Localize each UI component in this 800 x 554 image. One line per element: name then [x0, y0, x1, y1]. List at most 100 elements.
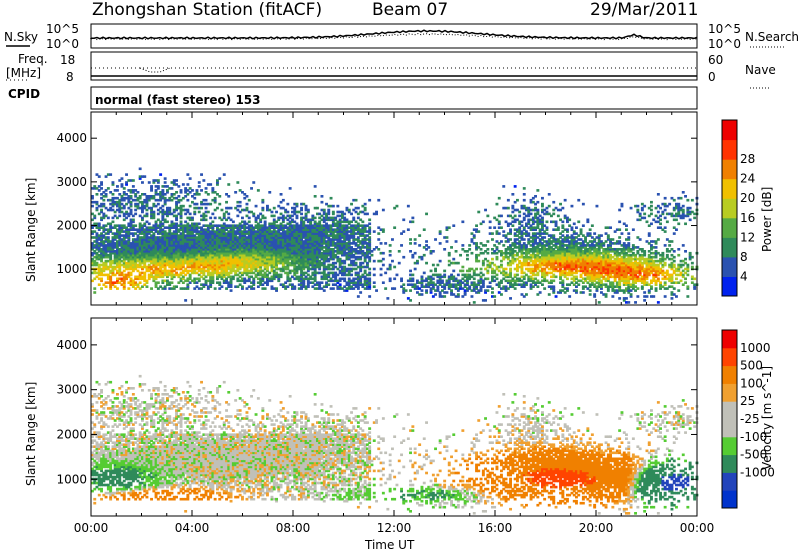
range-gate-cell — [300, 267, 303, 271]
range-gate-cell — [131, 285, 135, 288]
range-gate-cell — [134, 248, 138, 251]
range-gate-cell — [241, 287, 244, 290]
range-gate-cell — [202, 257, 206, 261]
range-gate-cell — [291, 285, 294, 288]
range-gate-cell — [327, 253, 331, 257]
range-gate-cell — [175, 271, 178, 275]
range-gate-cell — [520, 285, 524, 288]
range-gate-cell — [102, 216, 106, 220]
range-gate-cell — [104, 246, 108, 249]
range-gate-cell — [152, 210, 156, 214]
range-gate-cell — [236, 248, 240, 251]
range-gate-cell — [311, 240, 315, 243]
range-gate-cell — [350, 259, 353, 263]
range-gate-cell — [491, 267, 494, 271]
range-gate-cell — [304, 251, 308, 255]
range-gate-cell — [306, 279, 310, 283]
range-gate-cell — [536, 263, 540, 267]
range-gate-cell — [529, 212, 533, 216]
range-gate-cell — [145, 285, 149, 288]
range-gate-cell — [441, 275, 444, 279]
range-gate-cell — [266, 244, 269, 247]
range-gate-cell — [179, 240, 183, 243]
range-gate-cell — [172, 263, 176, 267]
range-gate-cell — [477, 283, 481, 286]
range-gate-cell — [95, 202, 99, 206]
range-gate-cell — [522, 226, 526, 229]
range-gate-cell — [318, 267, 322, 271]
range-gate-cell — [204, 263, 208, 267]
range-gate-cell — [184, 257, 188, 261]
range-gate-cell — [259, 218, 263, 222]
range-gate-cell — [509, 267, 512, 271]
range-gate-cell — [100, 253, 103, 257]
range-gate-cell — [534, 263, 537, 267]
range-gate-cell — [168, 271, 172, 275]
range-gate-cell — [131, 218, 135, 222]
range-gate-cell — [200, 228, 203, 231]
range-gate-cell — [329, 267, 333, 271]
range-gate-cell — [127, 261, 131, 265]
range-gate-cell — [168, 283, 172, 286]
range-gate-cell — [336, 240, 340, 243]
range-gate-cell — [193, 259, 197, 263]
range-gate-cell — [93, 246, 97, 249]
range-gate-cell — [541, 228, 544, 231]
range-gate-cell — [131, 240, 135, 243]
range-gate-cell — [145, 230, 149, 233]
range-gate-cell — [516, 253, 519, 257]
range-gate-cell — [172, 224, 176, 227]
range-gate-cell — [145, 265, 149, 269]
range-gate-cell — [306, 251, 310, 255]
range-gate-cell — [216, 251, 219, 255]
range-gate-cell — [300, 259, 303, 263]
range-gate-cell — [143, 246, 147, 249]
range-gate-cell — [188, 238, 192, 241]
range-gate-cell — [436, 287, 440, 290]
range-gate-cell — [238, 242, 242, 245]
range-gate-cell — [259, 253, 263, 257]
range-gate-cell — [534, 265, 537, 269]
range-gate-cell — [252, 261, 256, 265]
range-gate-cell — [547, 263, 551, 267]
range-gate-cell — [281, 248, 285, 251]
range-gate-cell — [286, 248, 290, 251]
range-gate-cell — [129, 271, 133, 275]
range-gate-cell — [363, 226, 367, 229]
range-gate-cell — [193, 269, 197, 273]
range-gate-cell — [206, 226, 210, 229]
range-gate-cell — [422, 271, 426, 275]
range-gate-cell — [297, 210, 301, 214]
range-gate-cell — [236, 246, 240, 249]
range-gate-cell — [272, 224, 276, 227]
range-gate-cell — [493, 271, 497, 275]
range-gate-cell — [104, 248, 108, 251]
range-gate-cell — [525, 263, 528, 267]
range-gate-cell — [141, 206, 144, 210]
range-gate-cell — [266, 273, 269, 277]
range-gate-cell — [227, 267, 231, 271]
range-gate-cell — [468, 267, 472, 271]
range-gate-cell — [300, 251, 303, 255]
range-gate-cell — [243, 251, 247, 255]
range-gate-cell — [343, 240, 347, 243]
range-gate-cell — [279, 259, 283, 263]
range-gate-cell — [322, 238, 326, 241]
range-gate-cell — [550, 236, 553, 239]
range-gate-cell — [220, 208, 224, 212]
range-gate-cell — [102, 228, 106, 231]
range-gate-cell — [529, 218, 533, 222]
range-gate-cell — [361, 275, 365, 279]
range-gate-cell — [172, 246, 176, 249]
range-gate-cell — [252, 255, 256, 259]
range-gate-cell — [461, 265, 465, 269]
range-gate-cell — [529, 267, 533, 271]
range-gate-cell — [163, 246, 167, 249]
range-gate-cell — [534, 281, 537, 284]
range-gate-cell — [179, 253, 183, 257]
range-gate-cell — [293, 246, 297, 249]
range-gate-cell — [477, 253, 481, 257]
range-gate-cell — [104, 214, 108, 218]
range-gate-cell — [261, 261, 265, 265]
range-gate-cell — [97, 283, 101, 286]
